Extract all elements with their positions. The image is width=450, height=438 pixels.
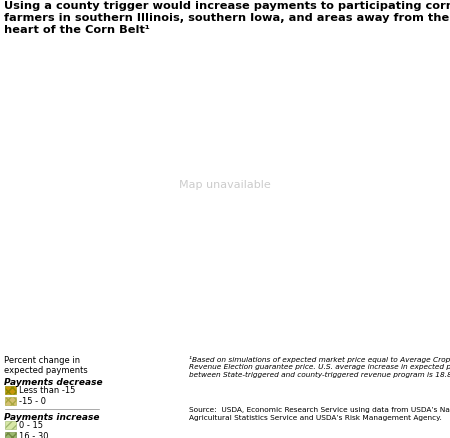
Text: Payments increase: Payments increase — [4, 412, 100, 421]
Text: 16 - 30: 16 - 30 — [19, 431, 49, 438]
Text: Using a county trigger would increase payments to participating corn
farmers in : Using a county trigger would increase pa… — [4, 1, 450, 35]
Text: Payments decrease: Payments decrease — [4, 377, 103, 386]
Text: ¹Based on simulations of expected market price equal to Average Crop
Revenue Ele: ¹Based on simulations of expected market… — [189, 355, 450, 378]
Text: Less than -15: Less than -15 — [19, 385, 76, 394]
Text: Percent change in
expected payments: Percent change in expected payments — [4, 355, 88, 374]
Text: 0 - 15: 0 - 15 — [19, 420, 43, 429]
Text: Source:  USDA, Economic Research Service using data from USDA’s National
Agricul: Source: USDA, Economic Research Service … — [189, 406, 450, 420]
Text: -15 - 0: -15 - 0 — [19, 396, 46, 405]
Text: Map unavailable: Map unavailable — [179, 180, 271, 190]
